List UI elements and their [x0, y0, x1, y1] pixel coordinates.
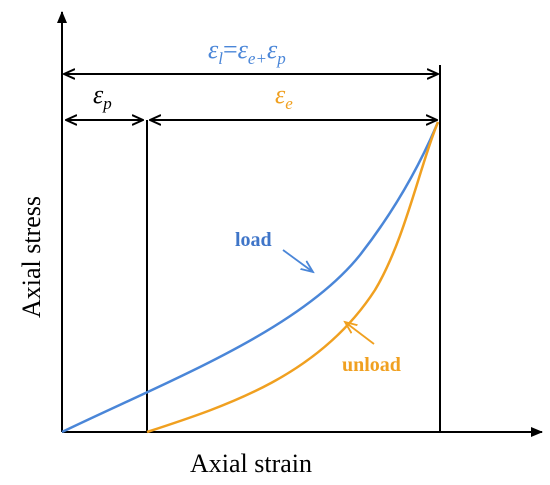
elastic-strain-label: εe	[275, 80, 293, 113]
plastic-strain-label: εp	[93, 80, 112, 113]
unload-curve	[146, 121, 440, 434]
load-curve	[61, 121, 440, 434]
x-axis-label: Axial strain	[190, 449, 312, 478]
total-strain-label: εl=εe+εp	[208, 35, 286, 68]
y-axis-label: Axial stress	[17, 196, 46, 318]
load-pointer-arrow	[282, 249, 313, 272]
load-label: load	[235, 229, 272, 251]
unload-label: unload	[342, 354, 401, 376]
unload-pointer-arrow	[345, 322, 375, 345]
